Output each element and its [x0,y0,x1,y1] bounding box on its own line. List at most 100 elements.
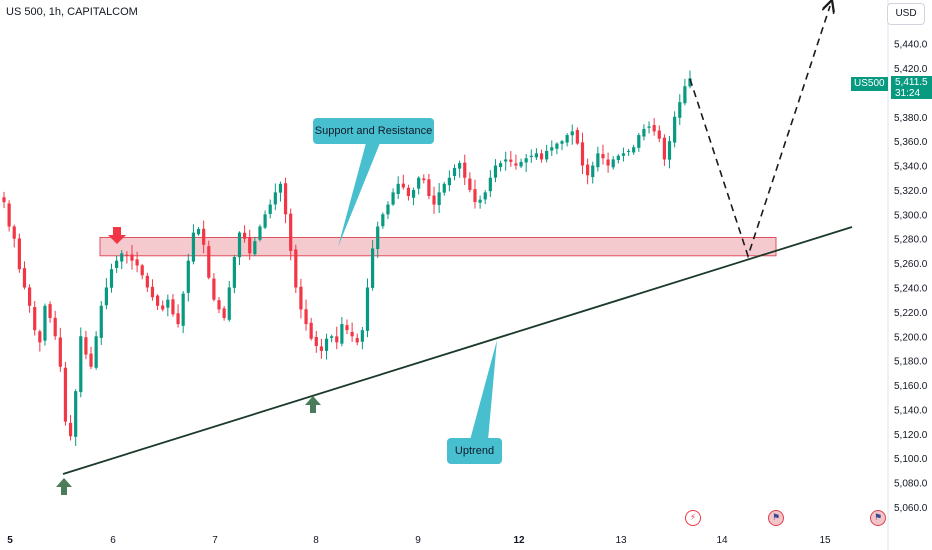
y-tick-label: 5,380.0 [894,113,928,124]
uptrend-callout[interactable]: Uptrend [447,438,502,464]
candle-body [27,287,32,306]
up-arrow-marker [56,478,72,495]
candle-body [150,286,155,298]
x-tick-label: 6 [110,535,116,546]
y-tick-label: 5,440.0 [894,40,928,51]
candle-body [586,164,590,176]
candle-body [463,162,467,178]
candle-body [493,165,498,178]
projection-path[interactable] [689,6,830,259]
candle-body [632,147,636,153]
x-tick-label: 13 [615,535,627,546]
candle-body [355,337,359,343]
candle-body [575,130,579,144]
candle-body [498,163,503,168]
x-tick-label: 8 [313,535,319,546]
candle-body [12,226,16,239]
candle-body [504,159,508,162]
flash-icon[interactable]: ⚡ [685,510,701,526]
candle-body [74,391,78,437]
candle-body [514,163,518,166]
candle-body [232,256,236,288]
candle-body [519,161,523,167]
candle-body [99,305,103,338]
candle-body [376,226,380,250]
candle-body [365,287,370,331]
y-tick-label: 5,160.0 [894,381,928,392]
candle-body [217,300,221,310]
candle-body [555,143,559,149]
candle-body [237,232,242,258]
candle-body [191,232,196,262]
candle-body [2,197,6,203]
candle-body [309,322,313,339]
candle-body [442,183,446,193]
candle-body [452,167,457,177]
candle-body [626,150,631,152]
candle-body [411,189,416,198]
candle-body [550,147,554,151]
candle-body [422,178,426,181]
candle-body [63,367,68,422]
candle-body [243,232,247,239]
candle-countdown: 31:24 [895,88,921,99]
candle-body [38,331,42,343]
candle-body [43,305,47,341]
candle-body [458,163,462,169]
y-tick-label: 5,140.0 [894,405,928,416]
candle-body [53,317,57,337]
candle-body [7,203,11,227]
uptrend-pointer [470,340,497,440]
candle-body [263,214,267,228]
candle-body [58,337,62,367]
y-tick-label: 5,320.0 [894,186,928,197]
support-resistance-zone[interactable] [99,236,777,257]
candle-body [381,214,385,227]
candle-body [207,246,211,278]
currency-selector-button[interactable]: USD [887,3,925,25]
candle-body [417,177,421,189]
support-resistance-pointer [338,143,380,247]
candle-body [478,199,482,203]
candle-body [667,141,672,160]
candle-body [591,165,595,178]
candle-body [212,278,216,300]
candle-body [488,177,492,192]
candle-body [68,422,73,437]
candle-body [437,192,441,205]
candle-body [483,192,487,200]
candle-body [611,159,615,168]
candle-body [560,141,564,144]
candle-body [345,325,349,331]
candle-body [227,287,231,320]
candle-body [283,183,288,215]
candle-body [621,153,626,156]
last-price-tag: 5,411.5 31:24 [891,76,932,99]
candle-body [596,153,600,168]
y-tick-label: 5,300.0 [894,210,928,221]
uptrend-line[interactable] [62,226,853,475]
y-tick-label: 5,340.0 [894,162,928,173]
symbol-price-label: US500 [851,77,888,91]
y-tick-label: 5,420.0 [894,64,928,75]
candle-body [289,213,293,251]
candle-body [304,309,308,325]
last-price-value: 5,411.5 [895,77,928,88]
candle-body [616,155,620,161]
candle-body [524,158,528,163]
candle-body [647,126,651,128]
candle-body [48,304,52,318]
flag-us-icon[interactable]: ⚑ [768,510,784,526]
candle-body [324,338,329,351]
candle-body [202,228,206,245]
support-resistance-callout[interactable]: Support and Resistance [313,118,434,144]
candle-body [688,78,692,87]
candle-body [406,187,411,197]
candle-body [534,153,539,158]
y-tick-label: 5,260.0 [894,259,928,270]
x-tick-label: 9 [415,535,421,546]
flag-us-icon[interactable]: ⚑ [870,510,886,526]
candle-body [135,259,139,266]
candle-body [468,178,472,190]
